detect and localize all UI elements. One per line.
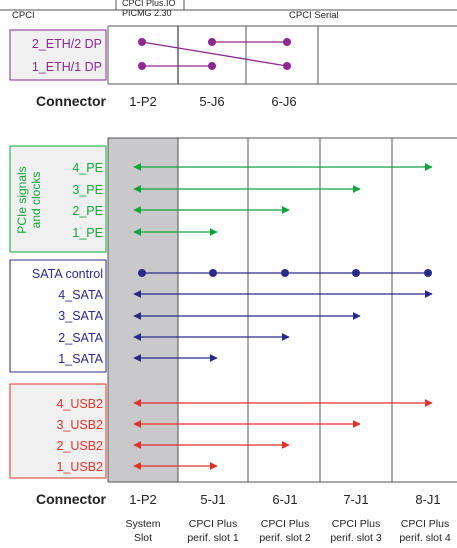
signal-1-pe: 1_PE [72,226,103,240]
pcie-group-label-line1: PCIe signals [15,166,29,233]
usb-signal-box [9,383,107,479]
signal-1-eth: 1_ETH/1 DP [32,60,102,74]
slot-caption-line1: CPCI Plus [261,518,309,530]
signal-2-sata: 2_SATA [58,331,103,345]
eth-node [283,38,291,46]
eth-signal-box [9,29,107,81]
slot-caption-line1: CPCI Plus [401,518,449,530]
eth-node [138,38,146,46]
sata-control-node [209,269,217,277]
header-picmg: PICMG 2.30 [122,8,172,18]
signal-3-sata: 3_SATA [58,309,103,323]
signal-1-usb2: 1_USB2 [56,460,103,474]
sata-signal-box [9,259,107,373]
top-system-column [108,26,178,84]
connector-6-j6: 6-J6 [271,94,296,109]
signal-4-usb2: 4_USB2 [56,397,103,411]
signal-2-usb2: 2_USB2 [56,439,103,453]
connector-1-p2: 1-P2 [129,94,156,109]
eth-node [283,62,291,70]
connector-6-j1: 6-J1 [272,492,297,507]
slot-caption-line2: perif. slot 3 [330,532,382,544]
signal-3-usb2: 3_USB2 [56,418,103,432]
bottom-connector-label: Connector [36,491,107,507]
connector-5-j6: 5-J6 [199,94,224,109]
top-section: CPCI CPCI Plus.IO PICMG 2.30 CPCI Serial… [0,0,457,109]
connector-5-j1: 5-J1 [200,492,225,507]
header-cpci-plus-io: CPCI Plus.IO [122,0,176,8]
connector-7-j1: 7-J1 [343,492,368,507]
header-cpci: CPCI [12,10,35,21]
sata-control-node [424,269,432,277]
connector-1-p2-bottom: 1-P2 [129,492,156,507]
eth-node [138,62,146,70]
slot-caption-line2: perif. slot 1 [187,532,239,544]
slot-caption-line1: System [125,518,160,530]
sata-control-node [138,269,146,277]
signal-1-sata: 1_SATA [58,352,103,366]
slot-caption-line2: perif. slot 4 [399,532,451,544]
signal-2-pe: 2_PE [72,204,103,218]
slot-caption-line1: CPCI Plus [332,518,380,530]
slot-caption-line2: Slot [134,532,152,544]
pcie-signal-box [9,145,107,253]
header-cpci-serial: CPCI Serial [289,10,339,21]
top-connector-label: Connector [36,93,107,109]
slot-caption-line2: perif. slot 2 [259,532,311,544]
connector-8-j1: 8-J1 [415,492,440,507]
eth-node [208,62,216,70]
sata-control-node [352,269,360,277]
signal-4-pe: 4_PE [72,161,103,175]
signal-2-eth: 2_ETH/2 DP [32,37,102,51]
signal-4-sata: 4_SATA [58,288,103,302]
pcie-group-label-line2: and clocks [29,172,43,229]
slot-caption-line1: CPCI Plus [189,518,237,530]
sata-control-node [281,269,289,277]
signal-3-pe: 3_PE [72,183,103,197]
signal-sata-control: SATA control [32,267,103,281]
bottom-section: PCIe signals and clocks 4_PE 3_PE 2_PE 1… [9,137,457,544]
eth2-cross-link [141,41,288,67]
eth-node [208,38,216,46]
